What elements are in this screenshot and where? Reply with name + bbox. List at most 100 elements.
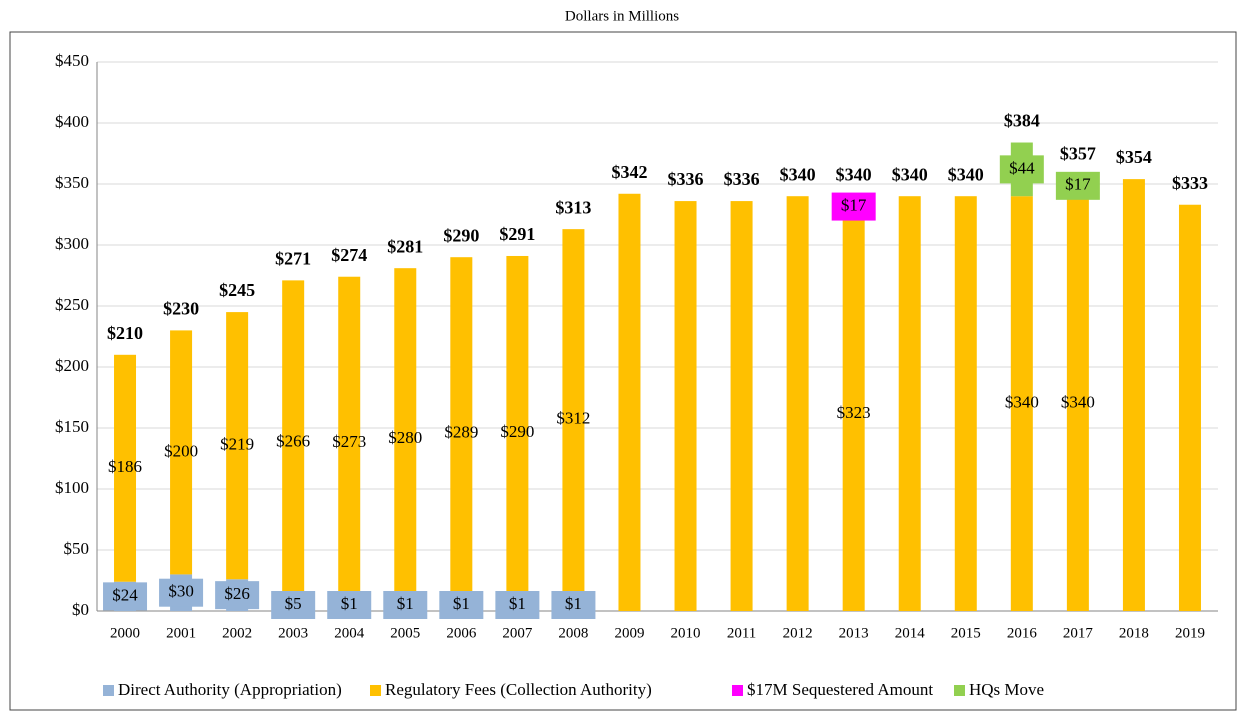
data-label: $323 xyxy=(837,403,871,422)
x-tick-label: 2012 xyxy=(783,625,813,641)
data-label-box xyxy=(831,192,876,221)
total-label: $342 xyxy=(611,162,647,182)
data-label: $30 xyxy=(168,582,194,601)
bar-segment xyxy=(786,196,809,611)
data-label-box xyxy=(1055,171,1100,200)
y-tick-label: $150 xyxy=(55,417,89,436)
data-label: $200 xyxy=(164,441,198,460)
legend-swatch xyxy=(370,685,381,696)
x-tick-label: 2010 xyxy=(671,625,701,641)
bar-segment xyxy=(1122,179,1145,611)
bar-segment xyxy=(674,201,697,611)
legend-label: HQs Move xyxy=(969,680,1044,699)
bar-segment xyxy=(898,196,921,611)
total-label: $230 xyxy=(163,299,199,319)
data-label-box xyxy=(551,591,596,619)
data-label: $1 xyxy=(341,594,358,613)
total-label: $291 xyxy=(499,224,535,244)
total-label: $336 xyxy=(724,169,760,189)
data-label: $340 xyxy=(1061,393,1095,412)
data-label: $186 xyxy=(108,457,142,476)
data-label-box xyxy=(495,591,540,619)
data-label-box xyxy=(999,155,1044,184)
data-label: $290 xyxy=(500,422,534,441)
x-tick-label: 2004 xyxy=(334,625,365,641)
data-label: $280 xyxy=(388,428,422,447)
legend-swatch xyxy=(103,685,114,696)
x-tick-label: 2016 xyxy=(1007,625,1038,641)
bar-segment xyxy=(226,312,249,580)
data-label: $1 xyxy=(509,594,526,613)
x-tick-label: 2018 xyxy=(1119,625,1149,641)
data-label: $1 xyxy=(565,594,582,613)
data-label: $17 xyxy=(1065,175,1091,194)
y-tick-label: $250 xyxy=(55,295,89,314)
data-label: $1 xyxy=(397,594,414,613)
bar-segment xyxy=(1066,196,1089,611)
legend-label: Direct Authority (Appropriation) xyxy=(118,680,342,699)
x-tick-label: 2002 xyxy=(222,625,252,641)
data-label: $219 xyxy=(220,435,254,454)
total-label: $333 xyxy=(1172,173,1208,193)
legend-swatch xyxy=(954,685,965,696)
y-tick-label: $200 xyxy=(55,356,89,375)
data-label-box xyxy=(439,591,484,619)
total-label: $313 xyxy=(555,197,591,217)
total-label: $354 xyxy=(1116,147,1152,167)
y-tick-label: $400 xyxy=(55,112,89,131)
bar-segment xyxy=(1010,196,1033,611)
total-label: $281 xyxy=(387,236,423,256)
legend-swatch xyxy=(732,685,743,696)
bar-segment xyxy=(394,268,417,610)
bar-segment xyxy=(618,193,641,611)
x-tick-label: 2000 xyxy=(110,625,140,641)
x-tick-label: 2015 xyxy=(951,625,981,641)
y-tick-label: $300 xyxy=(55,234,89,253)
data-label: $17 xyxy=(841,195,867,214)
total-label: $271 xyxy=(275,249,311,269)
x-tick-label: 2001 xyxy=(166,625,196,641)
data-label-box xyxy=(327,591,372,619)
data-label-box xyxy=(103,582,148,611)
bar-segment xyxy=(450,257,473,610)
data-label: $266 xyxy=(276,432,310,451)
data-label: $273 xyxy=(332,432,366,451)
bar-segment xyxy=(338,276,361,610)
x-tick-label: 2013 xyxy=(839,625,869,641)
chart-title: Dollars in Millions xyxy=(565,8,679,24)
data-label: $1 xyxy=(453,594,470,613)
bar-segment xyxy=(954,196,977,611)
legend-label: Regulatory Fees (Collection Authority) xyxy=(385,680,652,699)
total-label: $336 xyxy=(668,169,704,189)
data-label: $289 xyxy=(444,422,478,441)
total-label: $340 xyxy=(892,164,928,184)
x-tick-label: 2003 xyxy=(278,625,308,641)
y-tick-label: $450 xyxy=(55,51,89,70)
y-tick-label: $50 xyxy=(64,539,90,558)
legend-label: $17M Sequestered Amount xyxy=(747,680,933,699)
total-label: $245 xyxy=(219,280,255,300)
x-tick-label: 2009 xyxy=(614,625,644,641)
total-label: $340 xyxy=(948,164,984,184)
x-tick-label: 2006 xyxy=(446,625,477,641)
data-label: $44 xyxy=(1009,158,1035,177)
y-tick-label: $100 xyxy=(55,478,89,497)
bar-segment xyxy=(1178,204,1201,612)
bar-segment xyxy=(506,255,529,610)
y-tick-label: $0 xyxy=(72,600,89,619)
total-label: $274 xyxy=(331,245,367,265)
total-label: $357 xyxy=(1060,144,1096,164)
bar-segment xyxy=(114,354,137,582)
data-label: $26 xyxy=(224,584,250,603)
y-tick-label: $350 xyxy=(55,173,89,192)
total-label: $340 xyxy=(836,164,872,184)
bar-segment xyxy=(730,201,753,611)
x-tick-label: 2008 xyxy=(558,625,588,641)
bar-segment xyxy=(842,216,865,611)
x-tick-label: 2017 xyxy=(1063,625,1094,641)
total-label: $384 xyxy=(1004,111,1040,131)
total-label: $340 xyxy=(780,164,816,184)
data-label-box xyxy=(215,581,260,610)
x-tick-label: 2011 xyxy=(727,625,756,641)
